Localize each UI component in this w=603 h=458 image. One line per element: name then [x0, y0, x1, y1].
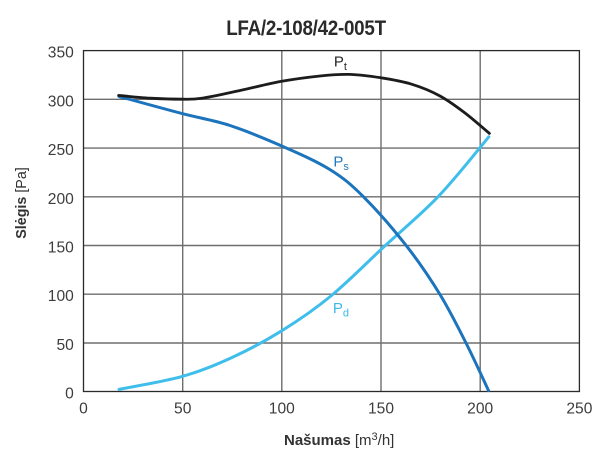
- svg-text:Slėgis [Pa]: Slėgis [Pa]: [14, 167, 30, 239]
- svg-text:Pd: Pd: [333, 300, 349, 319]
- svg-text:150: 150: [48, 240, 74, 257]
- svg-text:Ps: Ps: [333, 153, 349, 172]
- svg-text:50: 50: [56, 337, 74, 354]
- svg-text:300: 300: [48, 93, 74, 110]
- svg-text:100: 100: [269, 401, 295, 418]
- svg-text:50: 50: [174, 401, 192, 418]
- svg-text:Našumas [m3/h]: Našumas [m3/h]: [284, 431, 394, 449]
- svg-text:200: 200: [467, 401, 493, 418]
- svg-text:150: 150: [368, 401, 394, 418]
- svg-text:250: 250: [566, 401, 592, 418]
- svg-text:100: 100: [48, 288, 74, 305]
- svg-text:250: 250: [48, 142, 74, 159]
- svg-text:0: 0: [79, 401, 88, 418]
- svg-text:0: 0: [65, 385, 74, 402]
- svg-text:LFA/2-108/42-005T: LFA/2-108/42-005T: [226, 17, 386, 40]
- svg-text:200: 200: [48, 191, 74, 208]
- svg-text:Pt: Pt: [334, 53, 347, 72]
- svg-text:350: 350: [48, 45, 74, 62]
